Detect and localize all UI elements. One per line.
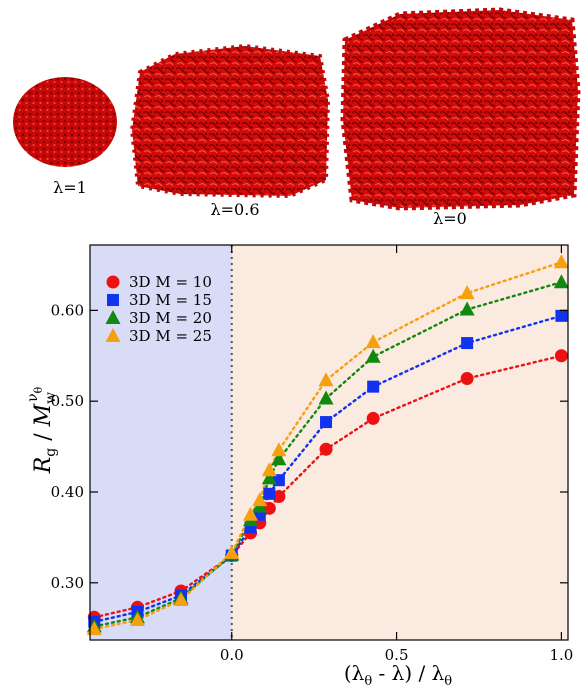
data-point — [365, 334, 381, 349]
data-point — [318, 372, 334, 387]
data-point — [555, 309, 568, 322]
plot-frame — [89, 244, 569, 641]
data-point — [365, 348, 381, 363]
legend-label: 3D M = 10 — [129, 273, 212, 291]
data-point — [129, 612, 145, 627]
y-tick-label: 0.50 — [51, 392, 84, 410]
svg-text:(λθ - λ) / λθ: (λθ - λ) / λθ — [344, 661, 452, 689]
x-tick-label: 0.0 — [220, 646, 244, 664]
polymer-image-intermediate — [129, 43, 331, 199]
x-tick-label: 1.0 — [549, 646, 573, 664]
data-point — [263, 487, 276, 500]
data-point — [261, 470, 277, 485]
polymer-image-collapsed — [13, 77, 117, 167]
data-point — [243, 506, 259, 521]
legend-marker — [105, 328, 121, 342]
data-point — [320, 416, 333, 429]
data-point — [319, 442, 333, 456]
data-point — [461, 337, 474, 350]
image-label-lambda-1: λ=1 — [53, 178, 87, 197]
axis-ticks: 0.0 0.5 1.0 0.30 0.40 0.50 0.60 — [51, 245, 573, 664]
data-point — [271, 442, 287, 457]
data-point — [252, 492, 268, 507]
data-point — [318, 390, 334, 405]
y-tick-label: 0.60 — [51, 301, 84, 319]
legend-marker — [106, 275, 120, 289]
y-tick-label: 0.40 — [51, 483, 84, 501]
region-swollen-background — [231, 245, 569, 640]
data-point — [271, 451, 287, 466]
data-point — [272, 490, 286, 504]
data-point — [173, 592, 189, 607]
data-point — [553, 274, 569, 289]
data-point — [244, 521, 257, 534]
data-markers — [86, 254, 569, 636]
legend-label: 3D M = 15 — [129, 291, 212, 309]
data-point — [366, 411, 380, 425]
x-axis-label: (λθ - λ) / λθ — [344, 661, 452, 689]
data-point — [460, 371, 474, 385]
data-point — [224, 544, 240, 559]
svg-text:Rg / Mwνθ: Rg / Mwνθ — [25, 386, 59, 474]
data-point — [261, 462, 277, 477]
data-point — [367, 380, 380, 393]
data-point — [554, 349, 568, 363]
y-tick-label: 0.30 — [51, 574, 84, 592]
legend-marker — [105, 310, 121, 324]
image-label-lambda-0: λ=0 — [433, 209, 467, 228]
x-tick-label: 0.5 — [385, 646, 409, 664]
legend-marker — [107, 294, 119, 306]
data-point — [459, 285, 475, 300]
legend-label: 3D M = 25 — [129, 327, 212, 345]
series-line-4 — [93, 261, 563, 631]
legend-label: 3D M = 20 — [129, 309, 212, 327]
data-point — [253, 508, 266, 521]
data-point — [459, 301, 475, 316]
data-point — [553, 254, 569, 269]
y-axis-label: Rg / Mwνθ — [25, 386, 59, 474]
image-label-lambda-0-6: λ=0.6 — [211, 200, 260, 219]
polymer-image-swollen — [340, 7, 581, 211]
